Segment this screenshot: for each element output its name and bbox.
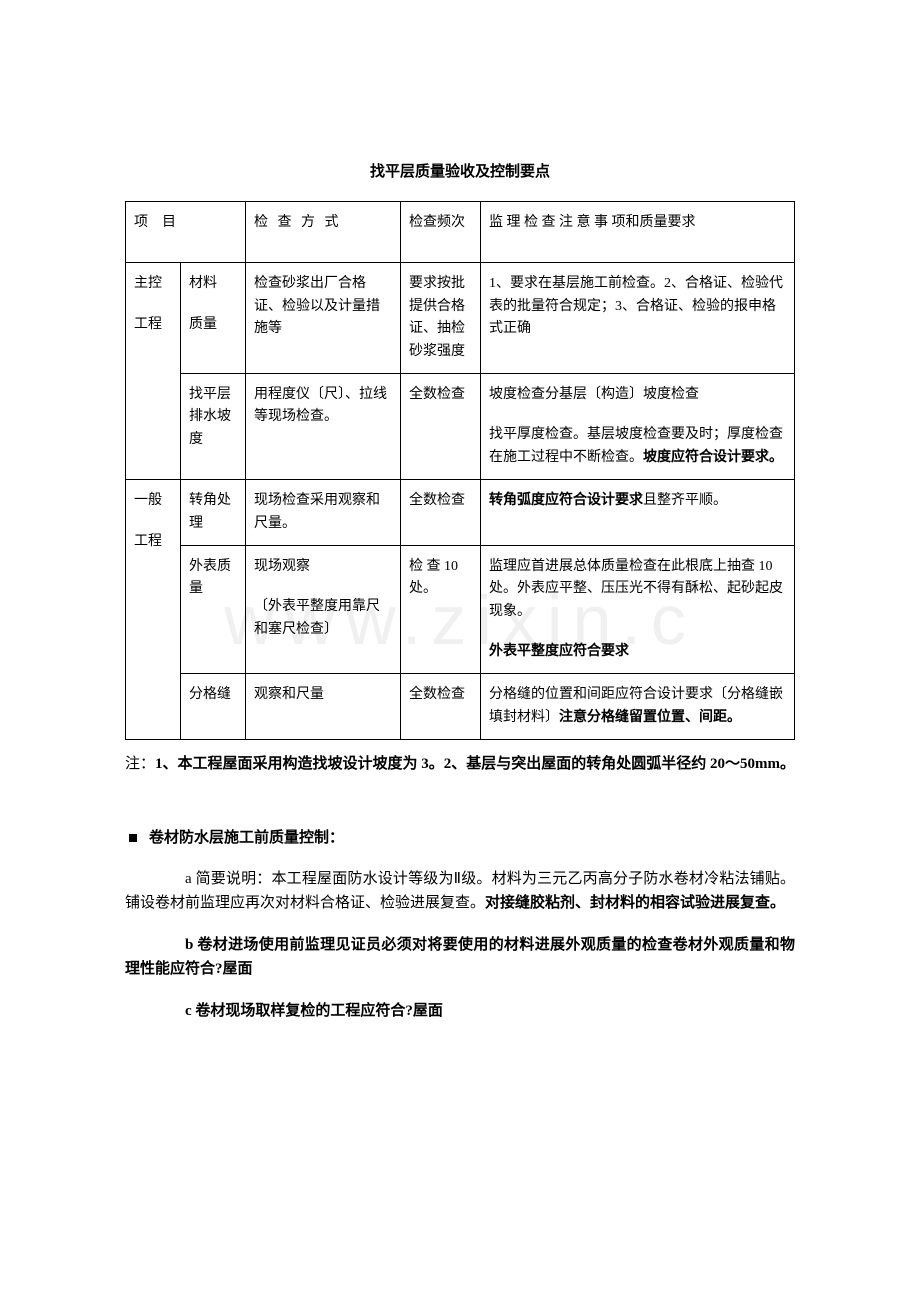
notes-cell: 转角弧度应符合设计要求且整齐平顺。 xyxy=(481,480,795,546)
notes-bold: 外表平整度应符合要求 xyxy=(489,641,786,663)
cat-label: 工程 xyxy=(134,314,172,336)
item-cell: 找平层排水坡度 xyxy=(181,373,246,479)
cat-label: 工程 xyxy=(134,531,172,553)
table-footnote: 注：1、本工程屋面采用构造找坡设计坡度为 3。2、基层与突出屋面的转角处圆弧半径… xyxy=(125,752,795,776)
item-cell: 分格缝 xyxy=(181,674,246,740)
method-cell: 用程度仪〔尺〕、拉线等现场检查。 xyxy=(246,373,401,479)
freq-cell: 全数检查 xyxy=(401,674,481,740)
inspection-table: 项 目 检 查 方 式 检查频次 监 理 检 查 注 意 事 项和质量要求 主控… xyxy=(125,201,795,740)
category-general: 一般 工程 xyxy=(126,480,181,740)
header-project: 项 目 xyxy=(126,202,246,263)
item-cell: 外表质量 xyxy=(181,545,246,674)
table-row: 主控 工程 材料 质量 检查砂浆出厂合格证、检验以及计量措施等 要求按批提供合格… xyxy=(126,263,795,374)
method-cell: 现场观察 〔外表平整度用靠尺和塞尺检查〕 xyxy=(246,545,401,674)
method-text: 现场观察 xyxy=(254,556,392,578)
page-title: 找平层质量验收及控制要点 xyxy=(125,160,795,181)
notes-cell: 坡度检查分基层〔构造〕坡度检查 找平厚度检查。基层坡度检查要及时；厚度检查在施工… xyxy=(481,373,795,479)
note-text: 1、本工程屋面采用构造找坡设计坡度为 3。2、基层与突出屋面的转角处圆弧半径约 … xyxy=(155,756,795,772)
notes-cell: 分格缝的位置和间距应符合设计要求〔分格缝嵌填封材料〕注意分格缝留置位置、间距。 xyxy=(481,674,795,740)
item-label: 质量 xyxy=(189,314,237,336)
freq-cell: 要求按批提供合格证、抽检砂浆强度 xyxy=(401,263,481,374)
item-label: 材料 xyxy=(189,273,237,295)
table-header-row: 项 目 检 查 方 式 检查频次 监 理 检 查 注 意 事 项和质量要求 xyxy=(126,202,795,263)
item-cell: 材料 质量 xyxy=(181,263,246,374)
notes-text: 坡度检查分基层〔构造〕坡度检查 xyxy=(489,384,786,406)
freq-cell: 全数检查 xyxy=(401,373,481,479)
bullet-icon xyxy=(129,834,137,842)
notes-text: 找平厚度检查。基层坡度检查要及时；厚度检查在施工过程中不断检查。坡度应符合设计要… xyxy=(489,424,786,469)
freq-cell: 检 查 10处。 xyxy=(401,545,481,674)
notes-text: 监理应首进展总体质量检查在此根底上抽查 10 处。外表应平整、压压光不得有酥松、… xyxy=(489,556,786,623)
section-header: 卷材防水层施工前质量控制： xyxy=(125,826,795,847)
category-main: 主控 工程 xyxy=(126,263,181,480)
note-label: 注： xyxy=(125,756,155,772)
header-notes: 监 理 检 查 注 意 事 项和质量要求 xyxy=(481,202,795,263)
method-text: 〔外表平整度用靠尺和塞尺检查〕 xyxy=(254,596,392,641)
section-title: 卷材防水层施工前质量控制： xyxy=(149,830,344,846)
notes-cell: 监理应首进展总体质量检查在此根底上抽查 10 处。外表应平整、压压光不得有酥松、… xyxy=(481,545,795,674)
cat-label: 一般 xyxy=(134,490,172,512)
item-cell: 转角处理 xyxy=(181,480,246,546)
table-row: 外表质量 现场观察 〔外表平整度用靠尺和塞尺检查〕 检 查 10处。 监理应首进… xyxy=(126,545,795,674)
method-cell: 观察和尺量 xyxy=(246,674,401,740)
para-bold: 对接缝胶粘剂、封材料的相容试验进展复查。 xyxy=(485,895,785,911)
paragraph-a: a 简要说明：本工程屋面防水设计等级为Ⅱ级。材料为三元乙丙高分子防水卷材冷粘法铺… xyxy=(125,867,795,915)
method-cell: 现场检查采用观察和尺量。 xyxy=(246,480,401,546)
paragraph-b: b 卷材进场使用前监理见证员必须对将要使用的材料进展外观质量的检查卷材外观质量和… xyxy=(125,933,795,981)
notes-cell: 1、要求在基层施工前检查。2、合格证、检验代表的批量符合规定；3、合格证、检验的… xyxy=(481,263,795,374)
cat-label: 主控 xyxy=(134,273,172,295)
table-row: 分格缝 观察和尺量 全数检查 分格缝的位置和间距应符合设计要求〔分格缝嵌填封材料… xyxy=(126,674,795,740)
table-row: 找平层排水坡度 用程度仪〔尺〕、拉线等现场检查。 全数检查 坡度检查分基层〔构造… xyxy=(126,373,795,479)
header-method: 检 查 方 式 xyxy=(246,202,401,263)
header-frequency: 检查频次 xyxy=(401,202,481,263)
method-cell: 检查砂浆出厂合格证、检验以及计量措施等 xyxy=(246,263,401,374)
table-row: 一般 工程 转角处理 现场检查采用观察和尺量。 全数检查 转角弧度应符合设计要求… xyxy=(126,480,795,546)
paragraph-c: c 卷材现场取样复检的工程应符合?屋面 xyxy=(125,999,795,1023)
freq-cell: 全数检查 xyxy=(401,480,481,546)
